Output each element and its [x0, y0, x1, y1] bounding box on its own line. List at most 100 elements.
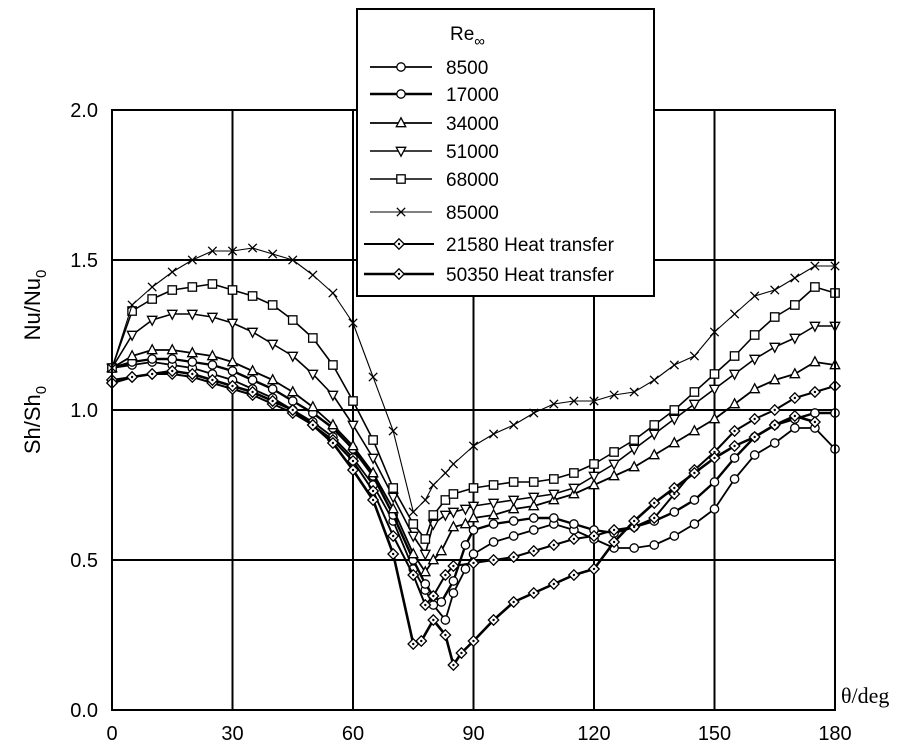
series-7-point [507, 595, 520, 609]
x-axis-label: θ/deg [841, 683, 889, 708]
series-4-point [328, 360, 338, 370]
series-1-point [669, 507, 680, 517]
series-5-point [328, 288, 338, 298]
series-3-point [419, 549, 432, 561]
series-3-point [459, 504, 472, 516]
series-7-point [628, 514, 641, 528]
series-2-point [419, 565, 432, 577]
series-5-point [348, 318, 358, 328]
legend-entry-2: 34000 [370, 114, 499, 135]
series-4-point [528, 477, 539, 487]
y-tick-label: 2.0 [70, 100, 98, 122]
series-6-point [607, 523, 621, 537]
series-line-1 [111, 357, 835, 604]
legend-label-4: 68000 [446, 170, 499, 191]
series-2-point [527, 499, 540, 511]
legend-label-6: 21580 Heat transfer [446, 235, 615, 256]
series-3-point [588, 471, 600, 483]
series-3-point [748, 354, 761, 366]
legend-entries: 8500 17000 34000 51000 68000 85000 21580 Heat … [364, 58, 615, 286]
series-4-point [287, 315, 298, 325]
series-1-point [569, 519, 579, 529]
series-2-point [447, 520, 460, 532]
series-3-point [347, 420, 359, 432]
series-4-point [267, 300, 278, 310]
y-tick-label: 0.0 [70, 700, 98, 722]
series-4-point [167, 285, 178, 295]
series-2-point [146, 343, 158, 355]
series-4-point [569, 468, 579, 478]
y-axis-label-sh-sub: 0 [33, 386, 50, 394]
series-7-point [487, 613, 500, 627]
series-7 [105, 364, 822, 672]
series-0-point [629, 543, 640, 553]
series-0-point [709, 504, 720, 514]
series-5-point [669, 360, 679, 370]
series-5-point [440, 468, 451, 478]
series-4 [107, 279, 840, 544]
series-2-point [286, 385, 299, 397]
series-0-point [729, 474, 740, 484]
series-7-point [728, 439, 741, 453]
tick-labels: 0 30 60 90 120 150 180 0.0 0.5 1.0 1.5 2.0 [70, 100, 852, 745]
series-0-point [749, 450, 760, 460]
series-7-point [439, 628, 452, 642]
series-4-point [649, 420, 660, 430]
series-2-point [688, 424, 701, 436]
y-axis-label-sh: Sh/Sh0 [20, 386, 50, 454]
series-line-7 [111, 369, 816, 667]
series-2-point [266, 373, 279, 385]
series-4-point [348, 396, 358, 406]
series-2-point [648, 448, 661, 460]
series-5-point [569, 396, 579, 406]
series-2-point [126, 349, 138, 361]
series-7-point [788, 409, 801, 423]
legend-label-7: 50350 Heat transfer [446, 265, 615, 286]
series-2-point [809, 355, 821, 367]
series-5-point [810, 261, 820, 271]
series-1-point [167, 354, 178, 364]
series-4-point [368, 435, 378, 445]
series-6-point [427, 589, 440, 603]
legend-title-main: Re [450, 24, 474, 45]
y-axis-labels: Sh/Sh0 Nu/Nu0 [20, 270, 50, 454]
legend-entry-0: 8500 [370, 58, 488, 79]
series-4-point [227, 285, 238, 295]
series-0-point [448, 588, 459, 598]
series-5-point [408, 507, 418, 517]
series-6-point [467, 556, 480, 570]
series-3-point [246, 327, 259, 339]
series-2-point [507, 502, 520, 514]
series-4-point [147, 294, 158, 304]
series-1-point [460, 540, 471, 550]
series-5-point [420, 495, 430, 505]
legend-marker-3 [395, 146, 407, 158]
series-2-point [628, 460, 640, 472]
series-1-point [709, 477, 720, 487]
series-3-point [809, 321, 821, 333]
series-6-point [507, 550, 520, 564]
legend-entry-1: 17000 [370, 85, 499, 106]
series-7-point [587, 562, 601, 576]
series-7-point [226, 379, 239, 393]
series-7-point [455, 646, 468, 660]
series-2-point [347, 439, 359, 451]
series-6-point [547, 538, 560, 552]
legend-label-0: 8500 [446, 58, 488, 79]
series-4-point [729, 351, 740, 361]
series-3-point [226, 318, 239, 330]
series-2-point [668, 436, 681, 448]
series-3-point [307, 369, 319, 381]
series-2-point [748, 382, 761, 394]
series-3-point [367, 453, 379, 465]
series-5-point [529, 408, 539, 418]
x-tick-label: 150 [698, 723, 731, 745]
series-0-point [528, 525, 539, 535]
series-4-point [709, 369, 720, 379]
series-4-point [440, 495, 451, 505]
series-5-point [147, 282, 157, 292]
series-5-point [549, 399, 559, 409]
x-tick-label: 0 [106, 723, 117, 745]
x-tick-label: 180 [818, 723, 851, 745]
